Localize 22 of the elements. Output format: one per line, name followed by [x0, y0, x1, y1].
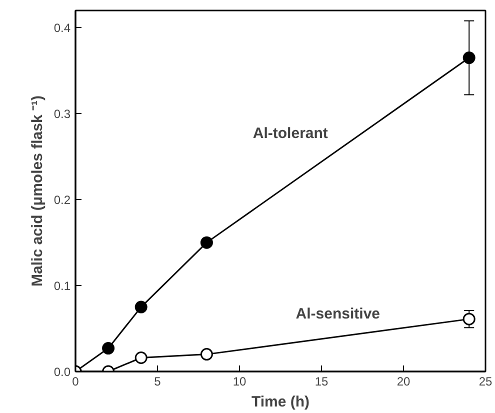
- series-label: Al-tolerant: [252, 125, 328, 142]
- y-tick-label: 0.2: [54, 193, 71, 208]
- x-tick-label: 0: [72, 374, 80, 388]
- y-tick-label: 0.1: [54, 279, 71, 294]
- point: [200, 348, 213, 361]
- y-tick-label: 0.0: [54, 365, 71, 379]
- x-tick-label: 5: [154, 374, 162, 388]
- x-tick-label: 10: [232, 374, 246, 388]
- point: [102, 342, 115, 355]
- series-label: Al-sensitive: [296, 306, 380, 323]
- y-tick-label: 0.3: [54, 107, 71, 122]
- point: [462, 312, 476, 326]
- point: [134, 352, 148, 364]
- x-tick-label: 25: [478, 374, 492, 388]
- x-tick-label: 15: [314, 374, 328, 388]
- y-axis-title: Malic acid (μmoles flask ⁻¹): [28, 96, 46, 286]
- y-tick-label: 0.4: [54, 21, 71, 36]
- x-tick-label: 20: [396, 374, 410, 388]
- x-axis-title: Time (h): [251, 394, 310, 410]
- point: [462, 52, 476, 64]
- point: [134, 300, 148, 314]
- point: [200, 236, 213, 249]
